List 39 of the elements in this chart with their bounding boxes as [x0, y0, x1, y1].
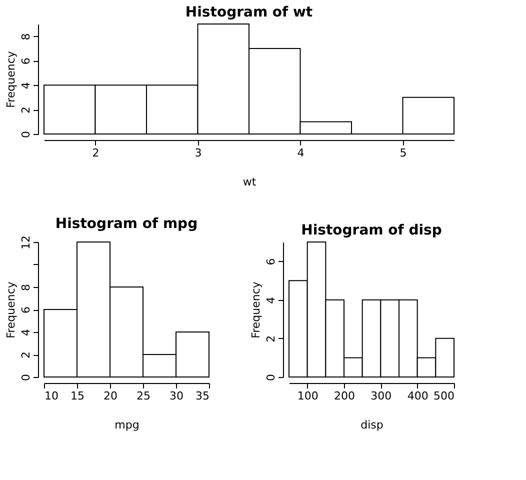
y-axis-title: Frequency [4, 281, 18, 338]
y-tick-label: 6 [20, 58, 32, 65]
y-tick-label: 12 [20, 236, 32, 250]
y-tick-label: 8 [20, 284, 32, 291]
chart-title: Histogram of disp [301, 222, 442, 238]
y-tick-label: 4 [20, 329, 32, 336]
y-tick-label: 4 [20, 82, 32, 90]
y-tick-label: 0 [20, 374, 32, 381]
y-tick-label: 2 [20, 106, 32, 114]
x-tick-label: 3 [194, 146, 202, 160]
x-tick-label: 300 [370, 390, 392, 402]
x-tick-label: 100 [297, 390, 318, 402]
y-axis-title: Frequency [250, 281, 262, 338]
y-axis-title: Frequency [4, 50, 18, 108]
x-tick-label: 25 [136, 390, 150, 402]
x-tick-label: 15 [70, 390, 84, 402]
x-tick-label: 4 [297, 146, 304, 160]
y-tick-label: 2 [20, 352, 32, 358]
y-tick-label: 0 [264, 374, 278, 381]
x-axis-title: wt [242, 176, 257, 188]
x-tick-label: 400 [407, 390, 428, 402]
y-tick-label: 8 [20, 33, 32, 40]
y-tick-label: 0 [20, 131, 32, 138]
x-tick-label: 2 [92, 146, 100, 160]
y-tick-label: 2 [264, 335, 278, 342]
y-tick-label: 6 [264, 258, 278, 266]
chart-title: Histogram of wt [185, 4, 313, 20]
chart-title: Histogram of mpg [55, 216, 198, 232]
y-tick-label: 4 [264, 296, 278, 304]
y-tick-label: 6 [20, 306, 32, 314]
x-axis-title: mpg [114, 418, 140, 432]
x-tick-label: 500 [434, 390, 454, 402]
x-tick-label: 5 [400, 146, 407, 160]
x-tick-label: 20 [104, 390, 118, 402]
x-tick-label: 10 [44, 390, 58, 402]
x-axis-title: disp [360, 418, 384, 432]
x-tick-label: 200 [334, 390, 355, 402]
x-tick-label: 35 [196, 390, 210, 402]
x-tick-label: 30 [170, 390, 184, 402]
